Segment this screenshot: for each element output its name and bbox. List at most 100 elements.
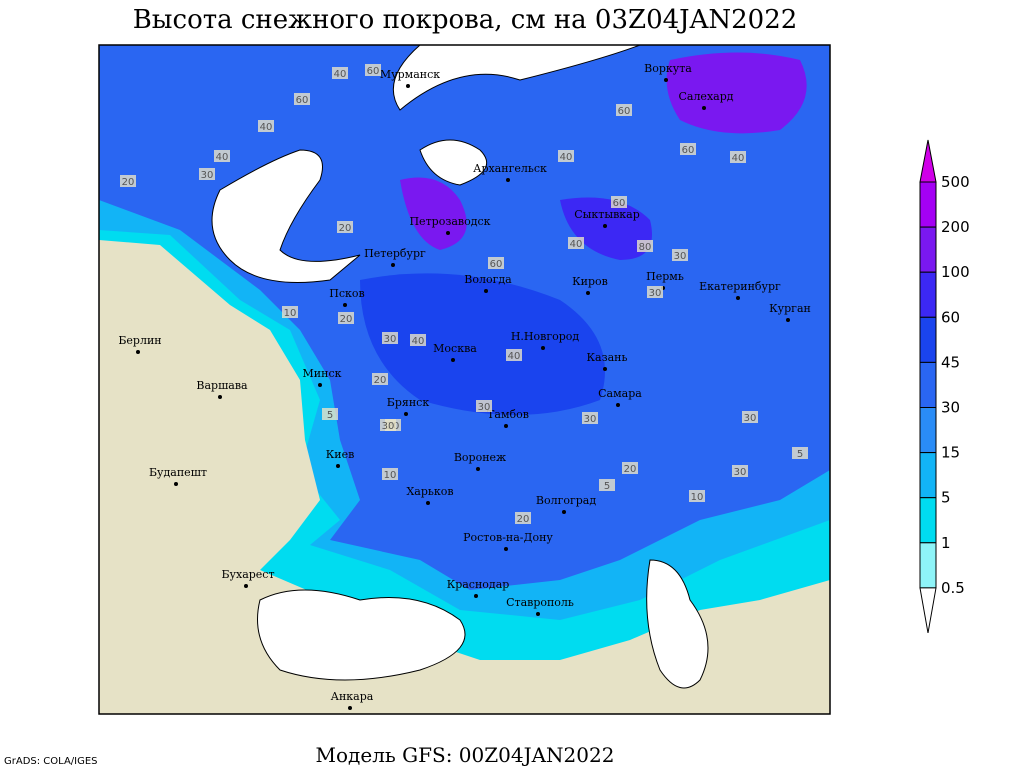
city-dot — [506, 178, 510, 182]
contour-label: 30 — [734, 467, 747, 478]
colorbar-segment — [919, 361, 937, 408]
city-label: Брянск — [387, 396, 430, 409]
map — [98, 44, 831, 715]
contour-label-box — [382, 468, 398, 480]
contour-label-box — [382, 332, 398, 344]
contour-label-box — [611, 196, 627, 208]
contour-label: 60 — [613, 198, 626, 209]
city-label: Н.Новгород — [511, 330, 580, 343]
contour-label-box — [622, 462, 638, 474]
city-dot — [484, 289, 488, 293]
contour-label: 30 — [384, 334, 397, 345]
contour-label-box — [199, 168, 215, 180]
contour-label-box — [582, 412, 598, 424]
contour-label: 20 — [340, 314, 353, 325]
contour-label-box — [214, 150, 230, 162]
city-dot — [504, 424, 508, 428]
city-label: Минск — [303, 367, 342, 380]
city-label: Ростов-на-Дону — [463, 531, 553, 544]
contour-label: 5 — [604, 481, 610, 492]
city-label: Тамбов — [487, 408, 529, 421]
colorbar-segment — [919, 407, 937, 454]
city-label: Будапешт — [149, 466, 207, 479]
deep-snow-area — [400, 177, 467, 250]
city-dot — [616, 403, 620, 407]
city-dot — [541, 346, 545, 350]
contour-label-box — [689, 490, 705, 502]
contour-label-box — [616, 104, 632, 116]
contour-label: 30 — [584, 414, 597, 425]
city-dot — [426, 501, 430, 505]
city-dot — [244, 584, 248, 588]
contour-label-box — [647, 286, 663, 298]
contour-label-box — [568, 237, 584, 249]
colorbar-segment — [919, 181, 937, 228]
caspian-sea — [646, 559, 709, 689]
city-dot — [504, 547, 508, 551]
contour-label: 5 — [797, 449, 803, 460]
contour-label-box — [332, 67, 348, 79]
city-dot — [562, 510, 566, 514]
colorbar: 500 200 100 60 45 30 15 5 1 0.5 — [919, 139, 970, 633]
city-label: Ставрополь — [506, 596, 574, 609]
city-dot — [603, 224, 607, 228]
moderate-snow-area — [360, 273, 605, 415]
contour-label: 40 — [570, 239, 583, 250]
city-label: Вологда — [464, 273, 512, 286]
contour-label: 20 — [624, 464, 637, 475]
city-label: Волгоград — [536, 494, 596, 507]
contour-label-box — [282, 306, 298, 318]
city-label: Екатеринбург — [699, 280, 781, 293]
colorbar-label: 200 — [941, 218, 970, 236]
labels: Мурманск Воркута Салехард Архангельск Петроз… — [118, 62, 811, 710]
contour-label-box — [120, 175, 136, 187]
colorbar-label: 0.5 — [941, 579, 965, 597]
city-dot — [536, 612, 540, 616]
city-label: Петербург — [364, 247, 426, 260]
contour-label-box — [372, 373, 388, 385]
city-dot — [603, 367, 607, 371]
contour-label-box — [365, 64, 381, 76]
city-label: Казань — [587, 351, 628, 364]
contour-label: 20 — [374, 375, 387, 386]
contour-label-box — [258, 120, 274, 132]
contour-label: 60 — [682, 145, 695, 156]
city-label: Курган — [769, 302, 811, 315]
city-label: Москва — [433, 342, 477, 355]
contour-label: 30 — [744, 413, 757, 424]
city-label: Бухарест — [221, 568, 274, 581]
contour-label: 20 — [517, 514, 530, 525]
contour-label-box — [732, 465, 748, 477]
contour-label: 30 — [201, 170, 214, 181]
contour-label-box — [742, 411, 758, 423]
city-dot — [404, 412, 408, 416]
city-dot — [318, 383, 322, 387]
contour-label-box — [672, 249, 688, 261]
contour-label-box — [792, 447, 808, 459]
city-dot — [446, 231, 450, 235]
colorbar-label: 30 — [941, 399, 960, 417]
city-dot — [664, 78, 668, 82]
contour-label: 5 — [327, 410, 333, 421]
colorbar-segment — [919, 542, 937, 589]
contour-label: 10 — [384, 470, 397, 481]
title: Высота снежного покрова, см на 03Z04JAN2… — [133, 5, 798, 35]
deep-snow-area — [560, 197, 652, 260]
colorbar-label: 15 — [941, 444, 960, 462]
deep-snow-area — [666, 52, 807, 134]
contour-label: 20 — [122, 177, 135, 188]
contour-label: 10 — [284, 308, 297, 319]
barents-sea — [392, 44, 641, 111]
contour-label: 80 — [639, 242, 652, 253]
contour-label-box — [410, 334, 426, 346]
contour-label: 40 — [216, 152, 229, 163]
city-dot — [736, 296, 740, 300]
city-dot — [786, 318, 790, 322]
city-label: Воронеж — [454, 451, 506, 464]
city-label: Архангельск — [473, 162, 547, 175]
black-sea — [257, 589, 466, 681]
map-frame — [98, 44, 831, 715]
contour-label-box — [680, 143, 696, 155]
city-dot — [218, 395, 222, 399]
